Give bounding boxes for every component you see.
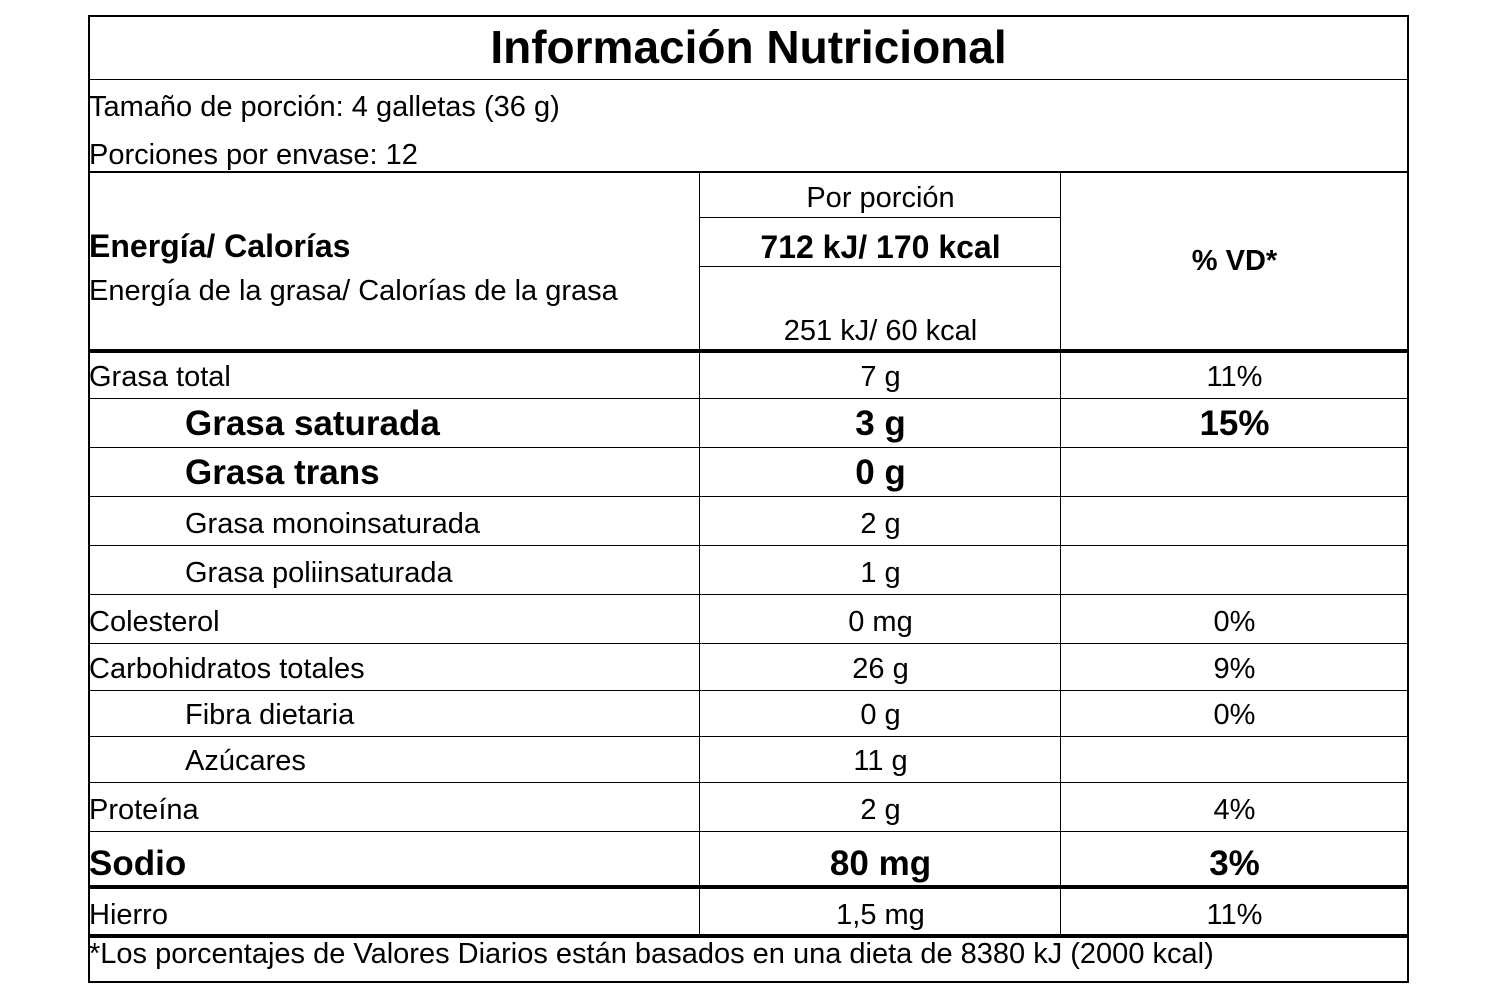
energy-value: 712 kJ/ 170 kcal <box>760 229 1001 265</box>
per-serving-header: Por porción <box>806 182 955 214</box>
nutrient-amount: 2 g <box>860 508 901 540</box>
nutrient-dv: 0% <box>1213 606 1256 638</box>
rule <box>88 496 1409 497</box>
rule <box>88 736 1409 737</box>
rule <box>88 643 1409 644</box>
servings-per-container: Porciones por envase: 12 <box>89 139 418 171</box>
footnote: *Los porcentajes de Valores Diarios está… <box>89 938 1214 970</box>
nutrient-dv: 3% <box>1209 844 1260 883</box>
nutrient-name: Colesterol <box>89 606 220 638</box>
nutrient-name: Sodio <box>89 844 187 883</box>
nutrient-amount: 0 mg <box>848 606 913 638</box>
nutrient-name: Grasa monoinsaturada <box>185 508 480 540</box>
nutrient-dv: 4% <box>1213 794 1256 826</box>
nutrient-name: Hierro <box>89 899 168 931</box>
nutrient-name: Grasa poliinsaturada <box>185 557 453 589</box>
nutrient-amount: 7 g <box>860 361 901 393</box>
nutrient-amount: 11 g <box>853 745 908 777</box>
nutrient-dv: 11% <box>1206 899 1263 931</box>
rule <box>700 266 1061 267</box>
rule <box>88 545 1409 546</box>
nutrient-name: Proteína <box>89 794 199 826</box>
rule <box>700 217 1061 218</box>
nutrient-name: Grasa trans <box>185 453 380 492</box>
nutrient-dv: 15% <box>1199 404 1270 443</box>
nutrient-amount: 0 g <box>860 699 901 731</box>
nutrient-amount: 26 g <box>852 653 909 685</box>
title: Información Nutricional <box>490 21 1007 73</box>
nutrient-name: Carbohidratos totales <box>89 653 365 685</box>
rule <box>88 79 1409 80</box>
label-frame <box>88 15 1409 983</box>
rule <box>88 690 1409 691</box>
nutrient-amount: 3 g <box>855 404 906 443</box>
fat-energy-value: 251 kJ/ 60 kcal <box>783 315 978 347</box>
nutrient-name: Fibra dietaria <box>185 699 355 731</box>
rule <box>88 349 1409 353</box>
rule <box>88 594 1409 595</box>
nutrient-amount: 1 g <box>860 557 901 589</box>
fat-energy-label: Energía de la grasa/ Calorías de la gras… <box>89 275 618 307</box>
nutrient-amount: 1,5 mg <box>836 899 925 931</box>
nutrient-dv: 0% <box>1213 699 1256 731</box>
nutrient-name: Grasa total <box>89 361 231 393</box>
nutrient-name: Grasa saturada <box>185 404 440 443</box>
nutrient-amount: 0 g <box>855 453 906 492</box>
column-rule <box>699 172 700 936</box>
rule <box>88 934 1409 938</box>
rule <box>88 398 1409 399</box>
dv-header: % VD* <box>1191 245 1278 277</box>
rule <box>88 171 1409 173</box>
rule <box>88 782 1409 783</box>
nutrient-amount: 80 mg <box>829 844 932 883</box>
nutrient-amount: 2 g <box>860 794 901 826</box>
column-rule <box>1060 172 1061 936</box>
nutrient-dv: 11% <box>1206 361 1263 393</box>
rule <box>88 831 1409 832</box>
nutrient-dv: 9% <box>1213 653 1256 685</box>
serving-size: Tamaño de porción: 4 galletas (36 g) <box>89 91 560 123</box>
energy-label: Energía/ Calorías <box>89 228 351 264</box>
rule <box>88 885 1409 889</box>
nutrient-name: Azúcares <box>185 745 306 777</box>
rule <box>88 447 1409 448</box>
